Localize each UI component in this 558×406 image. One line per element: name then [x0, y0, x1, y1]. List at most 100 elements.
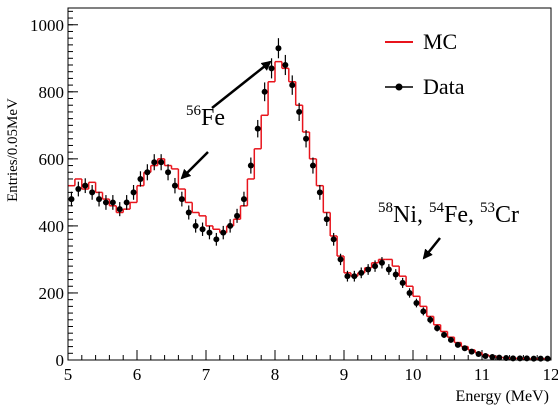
data-point: [151, 159, 158, 166]
data-point: [303, 135, 310, 142]
data-point: [392, 271, 399, 278]
x-axis-label: Energy (MeV): [456, 388, 549, 405]
data-point: [544, 355, 551, 362]
data-point: [227, 222, 234, 229]
data-point: [330, 236, 337, 243]
data-point: [220, 229, 227, 236]
arrow: [422, 237, 441, 260]
data-point: [109, 199, 116, 206]
data-point: [316, 189, 323, 196]
data-point: [282, 61, 289, 68]
data-point: [427, 316, 434, 323]
data-point: [296, 108, 303, 115]
annotation-superscript: 53: [480, 200, 495, 216]
data-point: [420, 308, 427, 315]
data-point: [268, 65, 275, 72]
data-point: [482, 352, 489, 359]
data-point: [344, 273, 351, 280]
y-tick-label: 400: [39, 217, 65, 236]
plot-frame: [67, 7, 552, 361]
data-point: [434, 325, 441, 332]
data-point: [234, 212, 241, 219]
annotation-text: Cr: [495, 202, 519, 228]
data-point: [116, 206, 123, 213]
x-tick-label: 8: [271, 365, 280, 384]
data-point: [171, 182, 178, 189]
data-point: [503, 354, 510, 361]
data-point: [199, 226, 206, 233]
data-point: [372, 263, 379, 270]
data-point: [75, 186, 82, 193]
x-tick-label: 12: [543, 365, 558, 384]
data-point: [206, 229, 213, 236]
data-point: [275, 45, 282, 52]
y-tick-label: 600: [39, 150, 65, 169]
data-point: [178, 196, 185, 203]
data-point: [68, 196, 75, 203]
x-tick-label: 5: [64, 365, 73, 384]
data-point: [165, 169, 172, 176]
data-point: [158, 159, 165, 166]
data-point: [441, 331, 448, 338]
data-point: [475, 350, 482, 357]
data-point: [454, 341, 461, 348]
legend-swatch: [395, 83, 403, 91]
x-tick-label: 6: [133, 365, 142, 384]
data-point: [399, 279, 406, 286]
data-point: [137, 175, 144, 182]
data-point: [96, 196, 103, 203]
data-point: [468, 348, 475, 355]
annotation-superscript: 58: [378, 200, 393, 216]
x-tick-label: 10: [405, 365, 422, 384]
legend-label: Data: [423, 74, 465, 99]
data-point: [261, 88, 268, 95]
data-point: [351, 273, 358, 280]
data-point: [413, 300, 420, 307]
data-point: [123, 199, 130, 206]
data-point: [323, 216, 330, 223]
data-point: [447, 336, 454, 343]
annotation-text: Fe: [201, 105, 225, 131]
x-tick-label: 7: [202, 365, 211, 384]
annotation-text: Fe,: [444, 202, 474, 228]
annotation-superscript: 56: [186, 103, 202, 119]
data-point: [309, 162, 316, 169]
annotation: 58Ni, 54Fe, 53Cr: [378, 200, 519, 228]
data-point: [365, 266, 372, 273]
arrow: [211, 60, 272, 109]
data-point: [358, 269, 365, 276]
data-point: [378, 259, 385, 266]
arrow: [180, 151, 209, 180]
data-point: [240, 196, 247, 203]
annotation-superscript: 54: [429, 200, 445, 216]
y-tick-label: 1000: [30, 16, 64, 35]
y-tick-label: 800: [39, 83, 65, 102]
y-tick-label: 0: [56, 351, 65, 370]
data-point: [489, 353, 496, 360]
data-point: [530, 355, 537, 362]
annotation-text: Ni,: [393, 202, 423, 228]
data-point: [185, 209, 192, 216]
data-point: [130, 189, 137, 196]
data-point: [537, 355, 544, 362]
x-tick-label: 9: [340, 365, 349, 384]
y-tick-label: 200: [39, 284, 65, 303]
data-point: [496, 354, 503, 361]
data-point: [102, 199, 109, 206]
annotation: 56Fe: [186, 103, 225, 131]
data-point: [289, 82, 296, 89]
data-point: [461, 345, 468, 352]
x-tick-label: 11: [474, 365, 490, 384]
data-point: [385, 266, 392, 273]
data-point: [192, 222, 199, 229]
legend-label: MC: [423, 29, 457, 54]
data-point: [406, 289, 413, 296]
data-point: [144, 169, 151, 176]
data-point: [254, 125, 261, 132]
data-point: [82, 182, 89, 189]
data-point: [337, 256, 344, 263]
data-point: [213, 236, 220, 243]
data-point: [247, 162, 254, 169]
